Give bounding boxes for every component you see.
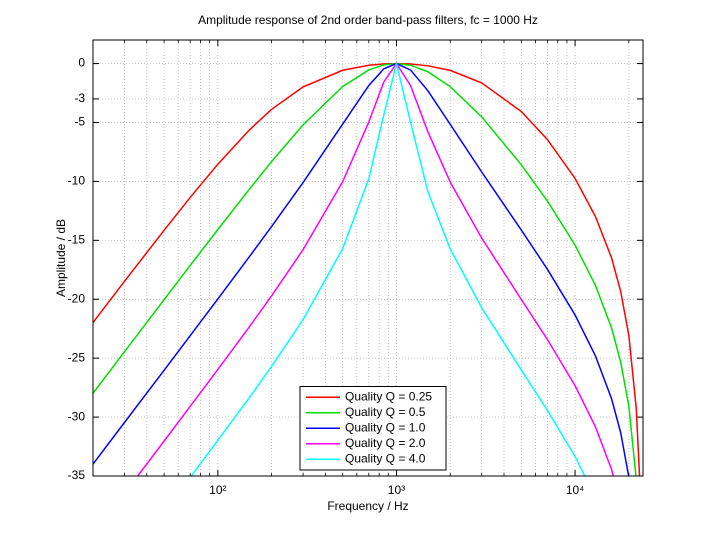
y-tick-label: -20	[68, 291, 86, 305]
x-tick-label: 10²	[209, 483, 226, 497]
y-tick-label: -5	[74, 115, 85, 129]
y-axis-label: Amplitude / dB	[54, 219, 68, 297]
legend-label: Quality Q = 0.5	[345, 405, 426, 419]
y-tick-label: -30	[68, 409, 86, 423]
y-tick-label: 0	[78, 56, 85, 70]
legend-label: Quality Q = 4.0	[345, 451, 426, 465]
y-tick-label: -35	[68, 468, 86, 482]
chart-title: Amplitude response of 2nd order band-pas…	[198, 13, 538, 27]
series-group	[93, 62, 641, 476]
series-line	[190, 63, 586, 476]
series-line	[136, 62, 615, 476]
x-tick-label: 10³	[388, 483, 405, 497]
series-line	[93, 62, 630, 476]
x-tick-label: 10⁴	[566, 483, 585, 497]
legend-label: Quality Q = 0.25	[345, 389, 432, 403]
series-line	[93, 62, 641, 476]
y-tick-label: -15	[68, 232, 86, 246]
x-axis-label: Frequency / Hz	[327, 499, 408, 513]
y-tick-label: -3	[74, 91, 85, 105]
axes-box	[92, 39, 644, 477]
y-tick-label: -25	[68, 350, 86, 364]
legend-label: Quality Q = 2.0	[345, 436, 426, 450]
legend-label: Quality Q = 1.0	[345, 420, 426, 434]
series-line	[93, 62, 637, 476]
y-tick-label: -10	[68, 174, 86, 188]
